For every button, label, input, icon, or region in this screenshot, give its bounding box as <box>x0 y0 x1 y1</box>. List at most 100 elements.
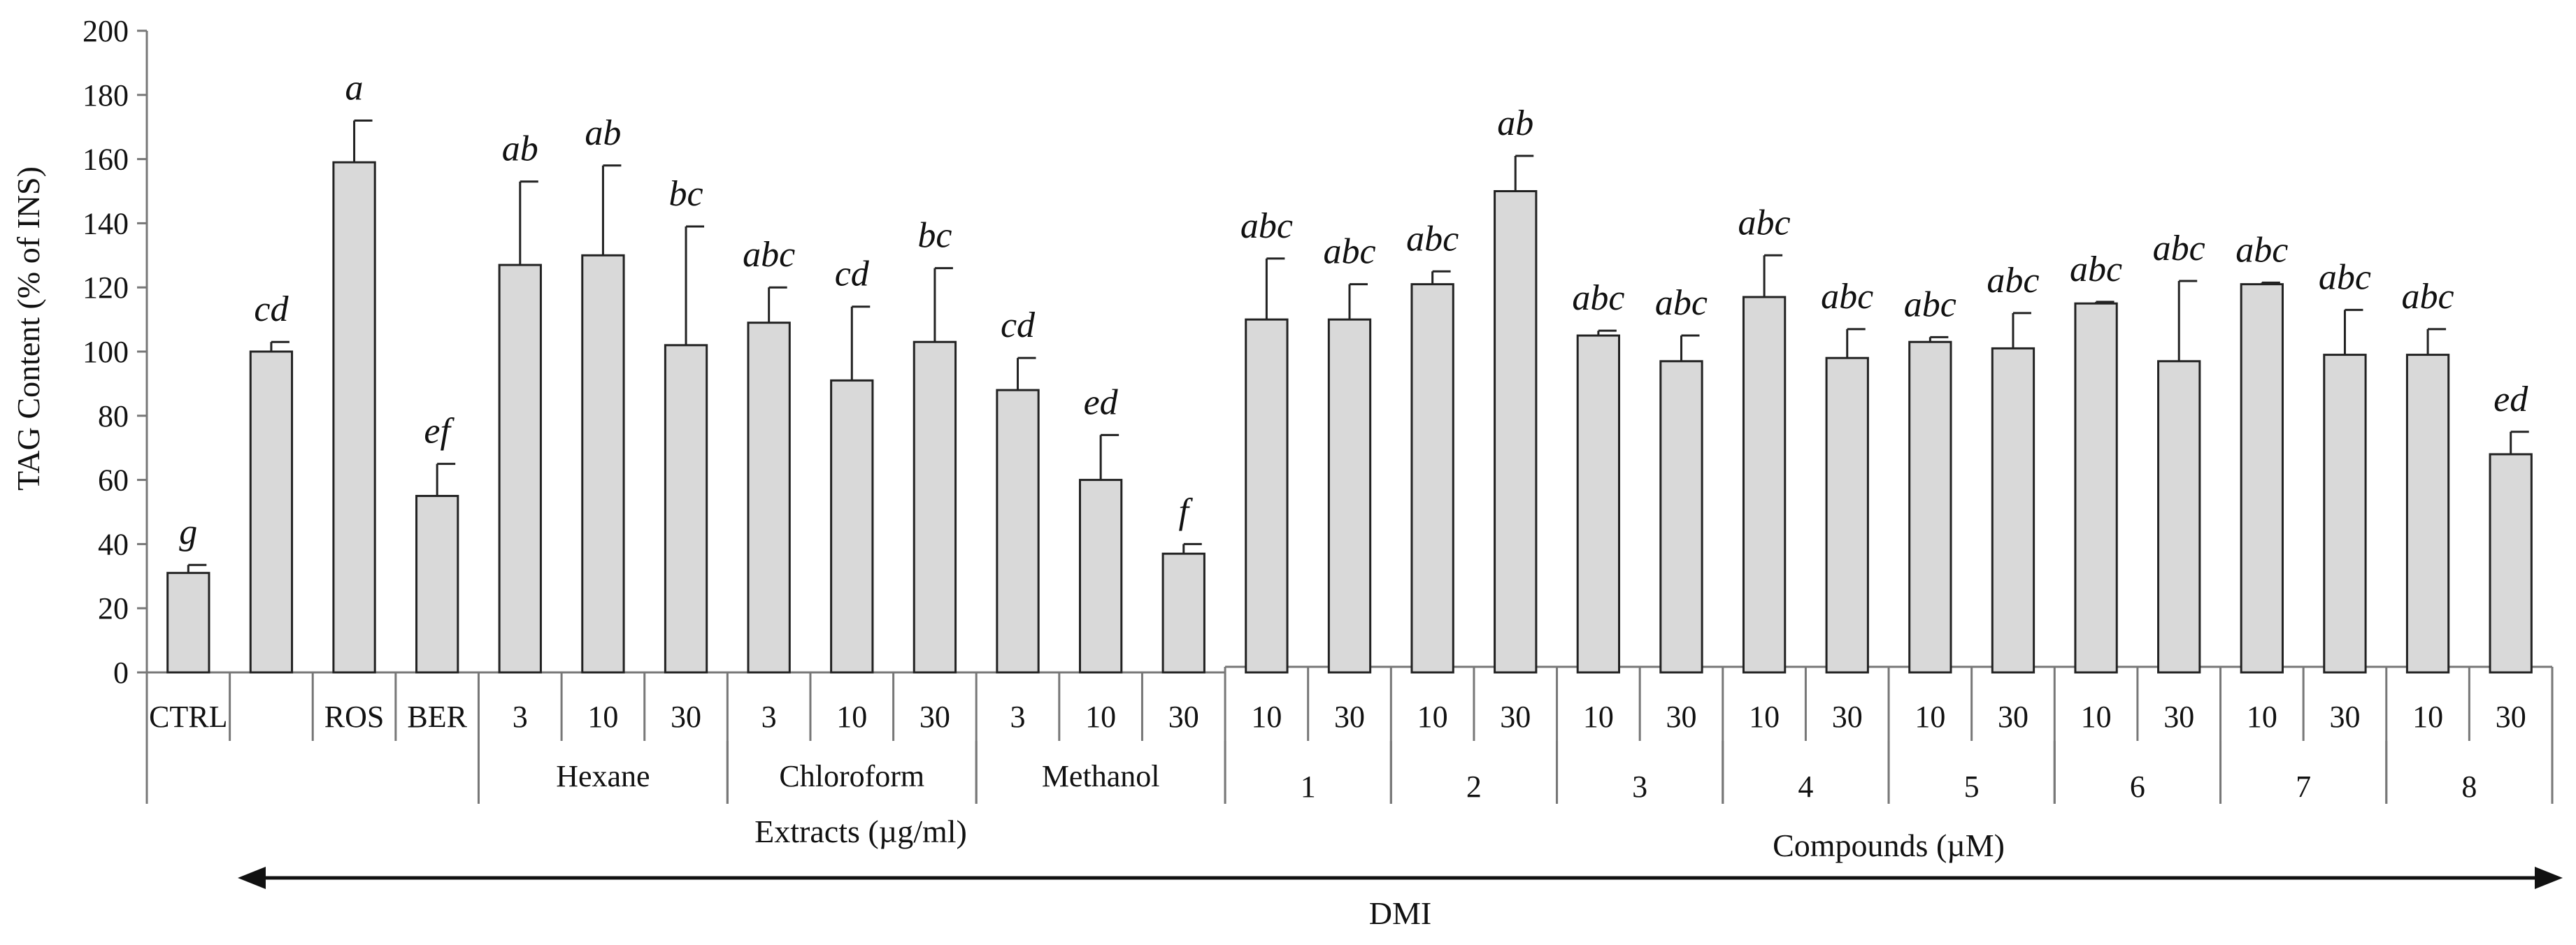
bar <box>2157 360 2201 674</box>
significance-label: bc <box>668 174 703 214</box>
bar <box>747 322 791 674</box>
category-label: 30 <box>2329 700 2360 734</box>
bar <box>166 572 210 674</box>
category-label: 3 <box>1010 700 1026 734</box>
bar <box>581 254 625 674</box>
category-label: 10 <box>1583 700 1614 734</box>
significance-label: abc <box>1821 277 1873 317</box>
significance-label: cd <box>835 254 870 294</box>
category-label: 30 <box>2496 700 2526 734</box>
significance-label: ed <box>2493 380 2528 419</box>
bar <box>249 350 294 674</box>
significance-label: abc <box>1738 203 1791 243</box>
bar <box>1410 283 1454 674</box>
significance-label: ef <box>424 412 455 452</box>
significance-label: bc <box>917 216 952 256</box>
bar <box>913 340 957 674</box>
significance-label: abc <box>2402 277 2454 317</box>
category-label: ROS <box>324 700 385 734</box>
significance-label: ab <box>1497 103 1533 143</box>
group-label-compounds: Compounds (µM) <box>1773 828 2005 863</box>
subgroup-label: Hexane <box>556 759 650 793</box>
bar <box>1078 479 1123 674</box>
significance-label: abc <box>1904 284 1956 324</box>
subgroup-label: 7 <box>2296 770 2311 804</box>
bar <box>2240 283 2284 674</box>
bar <box>1659 360 1703 674</box>
y-tick-label: 40 <box>98 527 129 561</box>
significance-label: abc <box>1323 232 1375 272</box>
category-label: 30 <box>1334 700 1365 734</box>
category-axis-layer: CTRL ROS BER 3 10 30 3 10 30 3 10 30 10 30 10 30 10 30 10 3… <box>145 667 2563 931</box>
category-label: 10 <box>2081 700 2112 734</box>
group-label-extracts: Extracts (µg/ml) <box>754 814 967 849</box>
bar <box>2489 453 2533 674</box>
category-label: 10 <box>1915 700 1945 734</box>
category-label: 30 <box>1998 700 2028 734</box>
bar <box>2074 302 2118 674</box>
arrow-left-icon <box>238 867 266 889</box>
arrow-right-icon <box>2535 867 2563 889</box>
y-tick-label: 140 <box>83 206 129 240</box>
significance-label: f <box>1179 491 1194 531</box>
bar <box>332 161 376 674</box>
bar <box>830 379 874 674</box>
significance-label: ed <box>1084 382 1119 422</box>
bar <box>415 495 459 674</box>
category-label: 10 <box>1251 700 1282 734</box>
category-label: 30 <box>1832 700 1863 734</box>
category-label: 10 <box>1749 700 1780 734</box>
significance-label: cd <box>1001 305 1036 345</box>
significance-label: abc <box>743 235 795 275</box>
significance-label: a <box>345 68 364 108</box>
bar <box>1991 347 2035 674</box>
category-label: 30 <box>1168 700 1199 734</box>
y-tick-label: 0 <box>113 656 129 690</box>
significance-label: ab <box>585 113 621 153</box>
bar <box>1245 318 1289 674</box>
category-label: 30 <box>2163 700 2194 734</box>
bars-layer <box>166 120 2533 674</box>
subgroup-label: 1 <box>1301 770 1316 804</box>
subgroup-label: 3 <box>1632 770 1647 804</box>
significance-label: cd <box>254 289 289 329</box>
significance-label: g <box>179 512 197 552</box>
category-label: 10 <box>836 700 867 734</box>
category-label: 3 <box>513 700 528 734</box>
dmi-label: DMI <box>1369 895 1431 931</box>
bar <box>1742 296 1787 674</box>
significance-label: abc <box>2070 250 2122 289</box>
category-label: CTRL <box>149 700 227 734</box>
y-tick-label: 100 <box>83 335 129 369</box>
y-tick-label: 80 <box>98 399 129 433</box>
category-label: 30 <box>1666 700 1696 734</box>
y-tick-label: 180 <box>83 78 129 113</box>
subgroup-label: Methanol <box>1042 759 1160 793</box>
bar <box>1327 318 1372 674</box>
y-tick-label: 160 <box>83 143 129 177</box>
significance-label: abc <box>1406 219 1459 259</box>
y-tick-label: 120 <box>83 270 129 305</box>
significance-label: abc <box>1240 206 1293 246</box>
bar <box>1825 356 1869 674</box>
y-tick-label: 20 <box>98 591 129 626</box>
significance-label: ab <box>502 129 538 169</box>
category-label: 30 <box>1500 700 1531 734</box>
bar <box>2405 354 2450 674</box>
bar <box>1576 334 1621 674</box>
bar <box>996 389 1040 674</box>
category-label: 10 <box>2412 700 2443 734</box>
significance-label: abc <box>1655 283 1708 323</box>
significance-label: abc <box>1572 278 1624 318</box>
bar <box>1908 340 1952 674</box>
bar <box>1494 190 1538 674</box>
category-label: 10 <box>1417 700 1448 734</box>
bar <box>2323 354 2367 674</box>
significance-label: abc <box>2153 229 2205 268</box>
category-label: 30 <box>920 700 950 734</box>
bar <box>664 344 708 674</box>
subgroup-label: 6 <box>2130 770 2145 804</box>
category-label: 10 <box>1085 700 1116 734</box>
